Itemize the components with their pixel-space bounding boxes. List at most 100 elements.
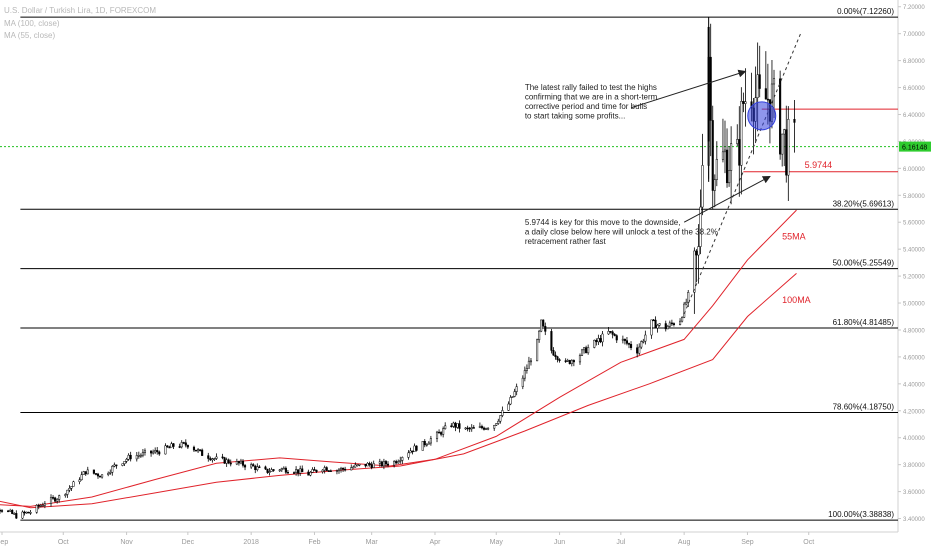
candle-body (401, 457, 404, 461)
candle-body (152, 451, 155, 454)
candle-body (611, 331, 614, 335)
candle-body (239, 460, 243, 464)
x-tick-label: 2018 (243, 539, 259, 546)
candle-body (658, 323, 661, 326)
candle-body (111, 466, 114, 473)
fib-level-label: 61.80%(4.81485) (833, 318, 895, 327)
y-tick-label: 5.20000 (903, 275, 925, 281)
candle-body (35, 504, 38, 513)
candle-body (272, 469, 275, 471)
annotation-text: to start taking some profits... (525, 112, 625, 121)
candle-body (354, 464, 357, 468)
candle-body (58, 495, 61, 500)
candle-body (370, 464, 373, 468)
fib-level-label: 78.60%(4.18750) (833, 402, 895, 411)
y-tick-label: 7.20000 (903, 5, 925, 11)
candle-body (78, 479, 81, 482)
candle-body (556, 356, 559, 360)
fib-level-label: 50.00%(5.25549) (833, 259, 895, 268)
candle-body (470, 427, 473, 430)
x-tick-label: Jul (616, 539, 625, 546)
y-tick-label: 6.80000 (903, 59, 925, 65)
candle-body (129, 454, 132, 460)
candle-body (211, 458, 214, 461)
candle-body (29, 512, 32, 514)
fib-level-label: 0.00%(7.12260) (837, 7, 894, 16)
candle-body (466, 427, 469, 430)
current-price-box (899, 141, 931, 152)
candle-body (693, 250, 696, 293)
candle-body (143, 450, 147, 453)
candle-body (278, 469, 281, 472)
candle-body (250, 464, 253, 468)
candle-body (738, 139, 741, 166)
candle-body (685, 301, 688, 305)
candle-body (421, 441, 424, 451)
candle-body (256, 466, 259, 470)
ma100-line (0, 273, 797, 509)
candle-body (101, 474, 104, 478)
candle-body (409, 450, 412, 454)
candle-body (640, 341, 643, 348)
candle-body (550, 331, 553, 351)
candle-body (223, 457, 226, 464)
candle-body (458, 423, 461, 429)
candle-body (609, 331, 612, 333)
candle-body (178, 446, 181, 448)
candle-body (587, 347, 590, 354)
candle-body (199, 449, 202, 451)
candle-body (468, 427, 471, 430)
candle-body (252, 464, 255, 467)
candle-body (415, 445, 418, 451)
candle-body (742, 101, 745, 104)
candle-body (92, 469, 95, 474)
highlight-circle (747, 101, 777, 131)
candle-body (321, 469, 324, 473)
candle-body (96, 473, 100, 477)
candle-body (593, 339, 596, 348)
candle-body (309, 472, 312, 476)
candle-body (766, 98, 769, 101)
candle-body (182, 442, 185, 444)
candles-group (0, 23, 796, 519)
candle-body (41, 504, 44, 507)
candle-body (666, 325, 669, 330)
candle-body (13, 513, 16, 515)
candle-body (615, 335, 618, 341)
candle-body (793, 118, 796, 123)
candle-body (342, 467, 345, 470)
candle-body (627, 343, 631, 345)
candle-body (536, 339, 539, 362)
candle-body (781, 133, 784, 155)
candle-body (297, 469, 300, 474)
candle-body (709, 56, 712, 121)
candle-body (695, 250, 698, 256)
candle-body (121, 463, 124, 466)
candle-body (350, 467, 353, 471)
x-tick-label: Oct (803, 539, 814, 546)
candle-body (72, 481, 75, 487)
candle-body (480, 426, 484, 429)
annotation-text: The latest rally failed to test the high… (525, 83, 657, 92)
candle-body (125, 459, 128, 462)
candle-body (650, 319, 653, 336)
candle-body (423, 441, 426, 446)
candle-body (382, 461, 385, 467)
candle-body (625, 340, 629, 344)
candle-body (654, 319, 657, 329)
candle-body (172, 443, 175, 447)
candle-body (411, 450, 414, 453)
candle-body (286, 472, 289, 474)
candle-body (27, 511, 30, 514)
candle-body (725, 149, 729, 184)
candle-body (407, 452, 410, 458)
candle-body (127, 454, 130, 460)
candle-body (607, 331, 610, 335)
annotation-text: corrective period and time for bulls (525, 102, 647, 111)
annotation-text: confirming that we are in a short-term (525, 93, 658, 102)
candle-body (184, 442, 187, 446)
candle-body (427, 442, 430, 445)
y-tick-label: 4.80000 (903, 328, 925, 334)
